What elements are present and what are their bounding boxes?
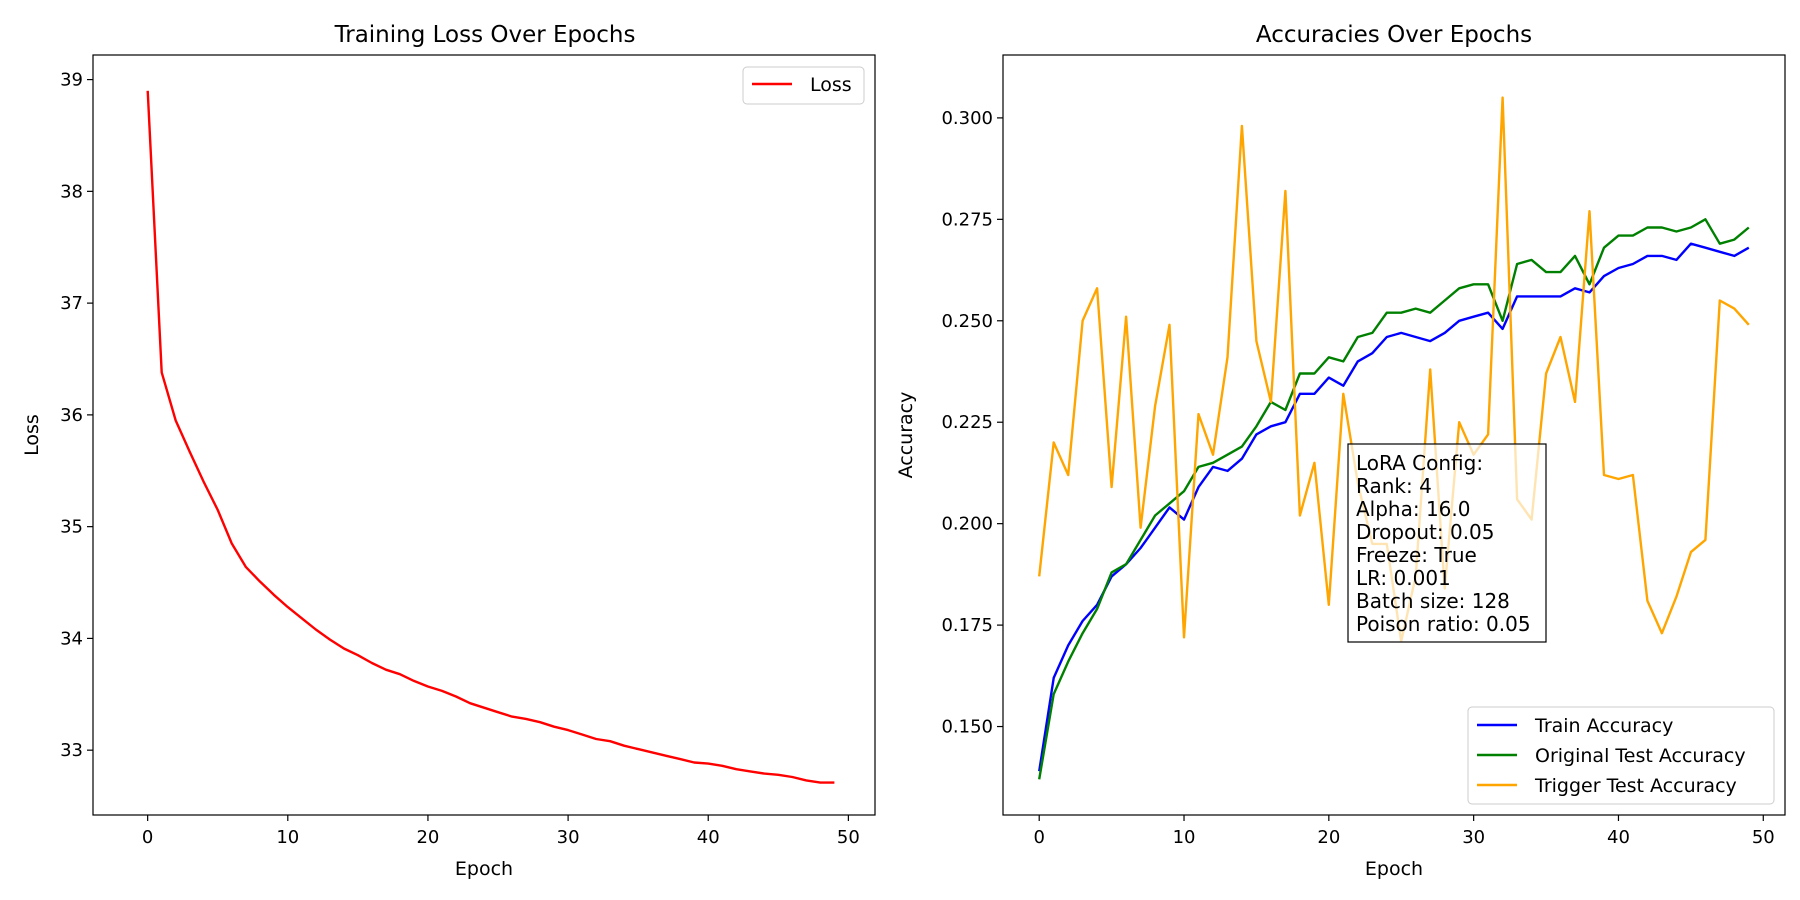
accuracy-y-tick-label: 0.250 <box>941 311 993 332</box>
lora-config-line: Poison ratio: 0.05 <box>1356 612 1531 636</box>
loss-plot-area <box>146 90 835 784</box>
loss-y-axis-label: Loss <box>21 414 43 456</box>
accuracy-x-ticks: 0 10 20 30 40 50 <box>1033 815 1775 848</box>
loss-y-ticks: 33 34 35 36 37 38 39 <box>60 70 93 761</box>
accuracy-chart-title: Accuracies Over Epochs <box>1256 22 1532 48</box>
accuracy-y-tick-label: 0.275 <box>941 209 993 230</box>
loss-x-ticks: 0 10 20 30 40 50 <box>142 815 860 848</box>
loss-y-tick-label: 38 <box>60 181 83 202</box>
accuracy-y-tick-label: 0.175 <box>941 615 993 636</box>
accuracy-y-tick-label: 0.225 <box>941 412 993 433</box>
accuracy-y-ticks: 0.150 0.175 0.200 0.225 0.250 0.275 0.300 <box>941 108 1003 738</box>
lora-config-line: LR: 0.001 <box>1356 566 1451 590</box>
accuracy-x-tick-label: 10 <box>1173 827 1196 848</box>
loss-x-tick-label: 30 <box>557 827 580 848</box>
loss-legend: Loss <box>742 66 865 105</box>
loss-legend-box <box>742 66 865 105</box>
loss-x-axis-label: Epoch <box>455 858 513 880</box>
loss-y-tick-label: 37 <box>60 293 83 314</box>
accuracy-x-tick-label: 40 <box>1607 827 1630 848</box>
loss-x-tick-label: 10 <box>276 827 299 848</box>
accuracy-legend-box <box>1467 706 1775 805</box>
series-line-original-test-accuracy <box>1038 218 1750 780</box>
loss-y-tick-label: 33 <box>60 740 83 761</box>
lora-config-line: Dropout: 0.05 <box>1356 520 1495 544</box>
loss-y-tick-label: 35 <box>60 517 83 538</box>
lora-config-line: Rank: 4 <box>1356 474 1432 498</box>
lora-config-frame <box>1347 443 1547 643</box>
lora-config-box: LoRA Config: Rank: 4 Alpha: 16.0 Dropout… <box>1347 443 1547 643</box>
accuracy-x-axis-label: Epoch <box>1365 858 1423 880</box>
legend-label-train: Train Accuracy <box>1534 715 1673 737</box>
loss-y-tick-label: 34 <box>60 628 83 649</box>
loss-legend-label: Loss <box>810 74 852 96</box>
accuracy-legend: Train Accuracy Original Test Accuracy Tr… <box>1467 706 1775 805</box>
accuracy-x-tick-label: 20 <box>1317 827 1340 848</box>
legend-label-original: Original Test Accuracy <box>1535 745 1746 767</box>
accuracy-x-tick-label: 50 <box>1752 827 1775 848</box>
accuracy-axes-frame <box>1002 54 1786 816</box>
series-line-loss <box>146 90 835 784</box>
loss-axes-frame <box>92 54 876 816</box>
lora-config-line: Freeze: True <box>1356 543 1477 567</box>
accuracy-y-tick-label: 0.200 <box>941 514 993 535</box>
accuracy-x-tick-label: 30 <box>1462 827 1485 848</box>
accuracy-y-tick-label: 0.300 <box>941 108 993 129</box>
loss-x-tick-label: 20 <box>416 827 439 848</box>
loss-x-tick-label: 0 <box>142 827 153 848</box>
series-line-train-accuracy <box>1038 242 1750 772</box>
accuracy-y-tick-label: 0.150 <box>941 717 993 738</box>
loss-series-group <box>146 90 835 784</box>
loss-y-tick-label: 36 <box>60 405 83 426</box>
accuracy-y-axis-label: Accuracy <box>895 392 917 479</box>
accuracy-x-tick-label: 0 <box>1033 827 1044 848</box>
loss-y-tick-label: 39 <box>60 70 83 91</box>
lora-config-line: Batch size: 128 <box>1356 589 1510 613</box>
accuracy-plot-area <box>1038 96 1750 780</box>
loss-x-tick-label: 40 <box>697 827 720 848</box>
accuracy-series-group <box>1038 96 1750 780</box>
lora-config-line: LoRA Config: <box>1356 451 1483 475</box>
legend-label-trigger: Trigger Test Accuracy <box>1534 775 1737 797</box>
lora-config-line: Alpha: 16.0 <box>1356 497 1471 521</box>
accuracy-chart: Accuracies Over Epochs 0.1500.1750.2000.… <box>895 22 1786 880</box>
loss-chart-title: Training Loss Over Epochs <box>334 22 636 48</box>
loss-x-tick-label: 50 <box>837 827 860 848</box>
loss-chart: Training Loss Over Epochs 33 34 35 36 37 38 39… <box>21 22 876 880</box>
